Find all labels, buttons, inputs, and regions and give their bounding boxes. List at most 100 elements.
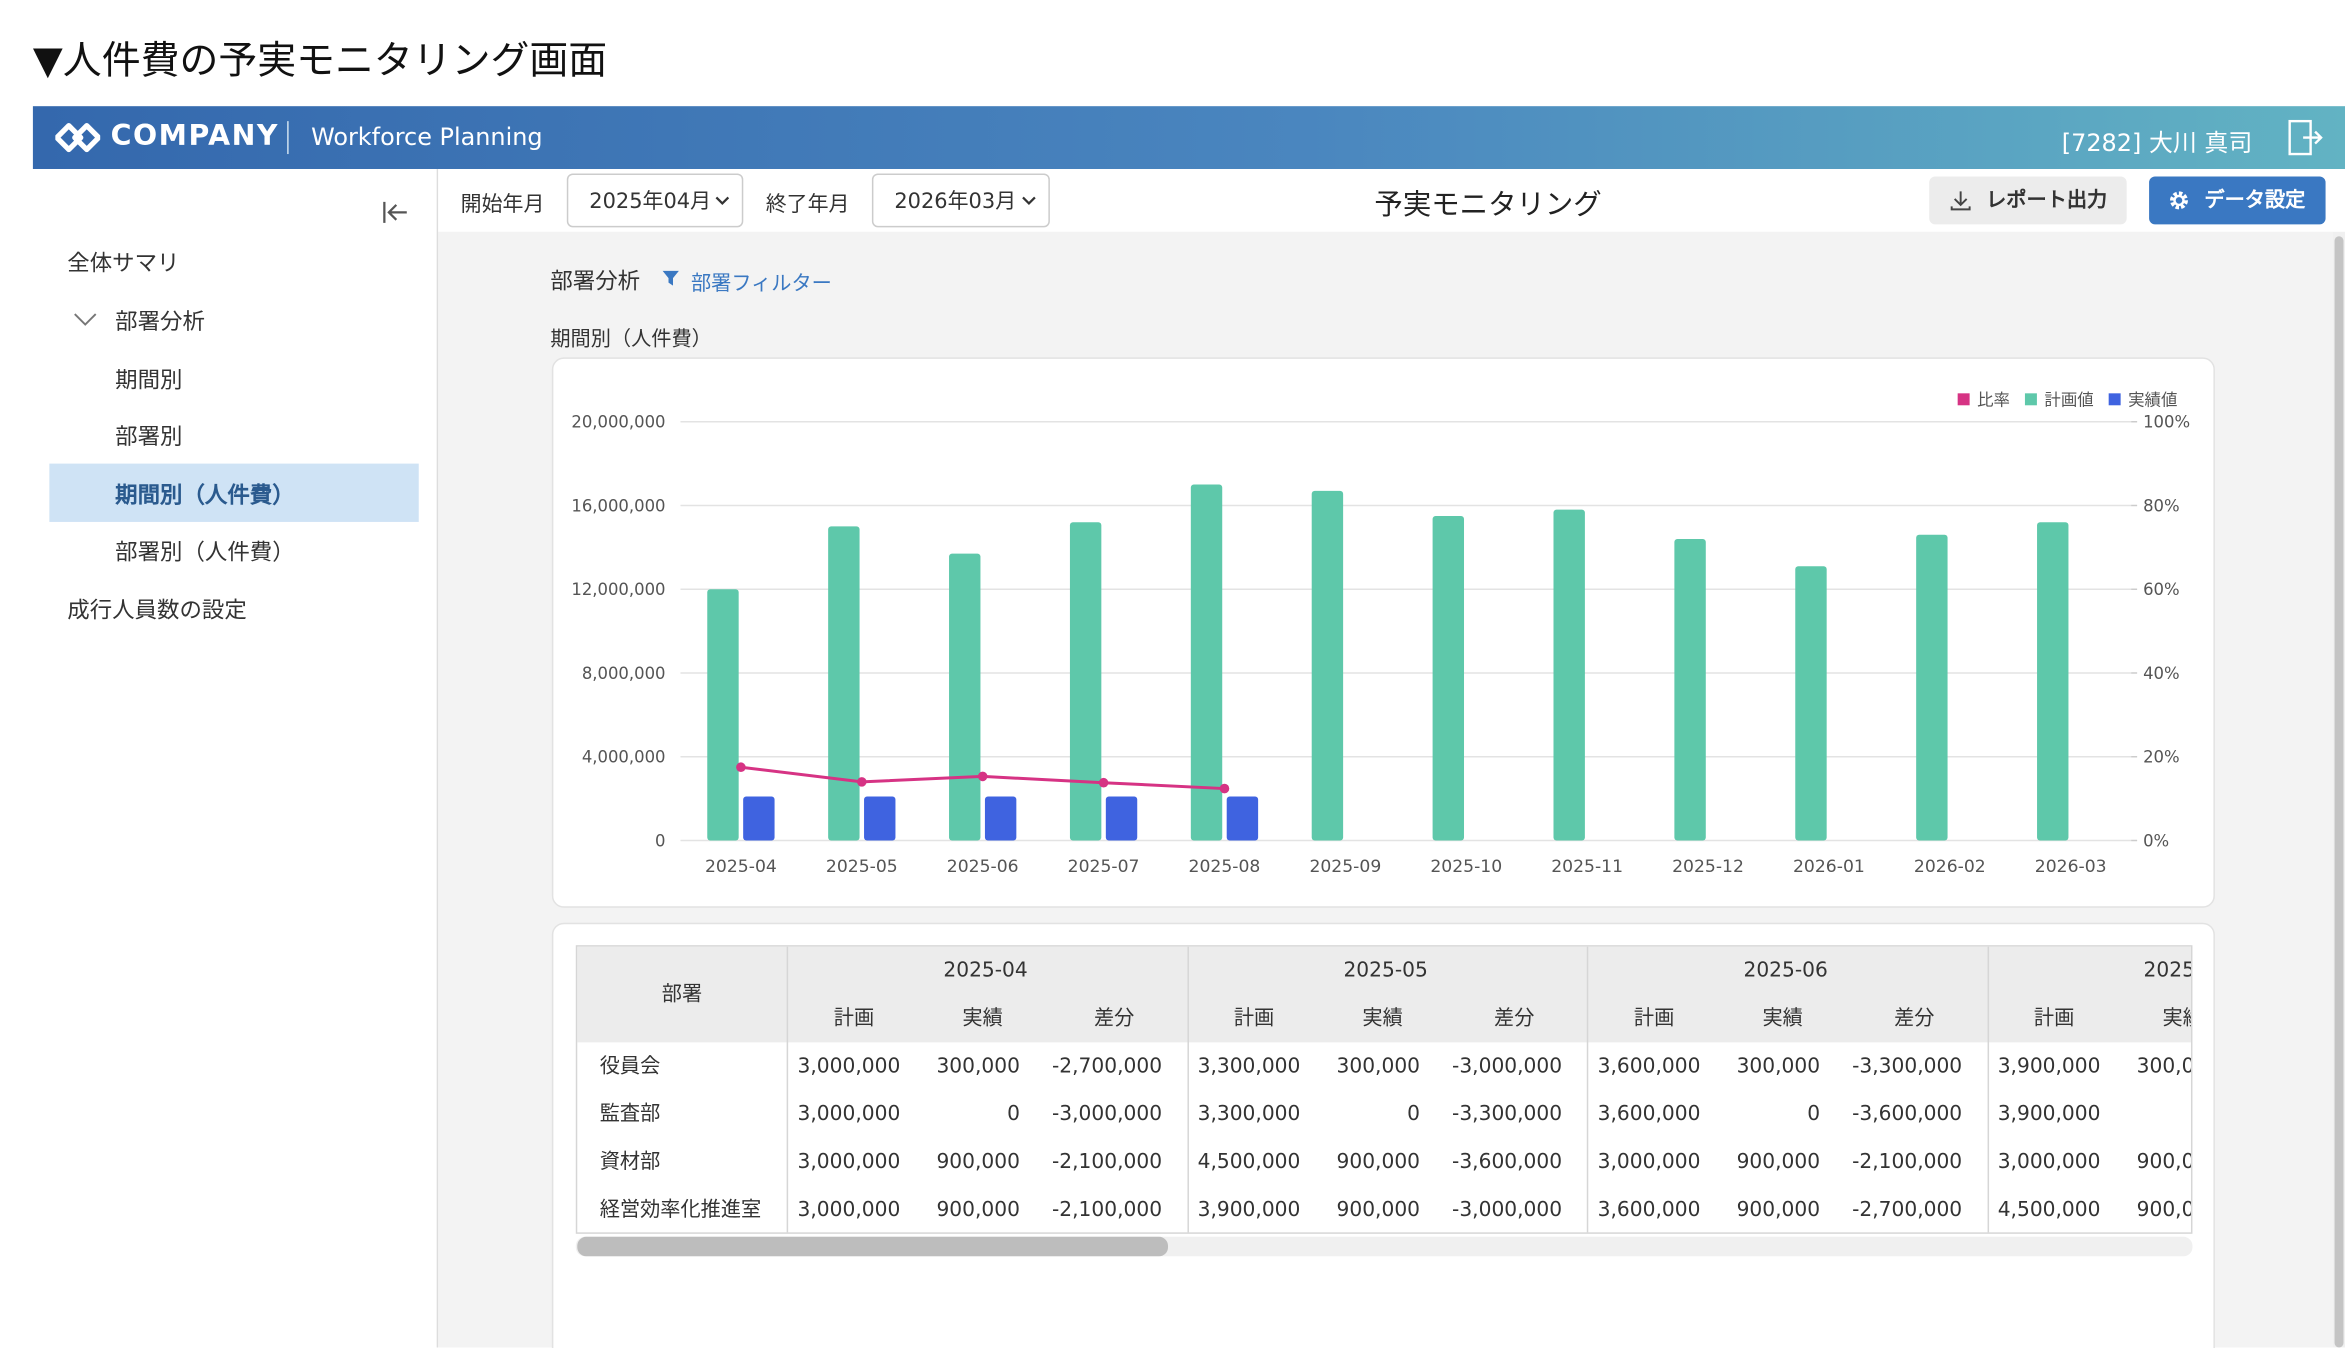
table-cell: -3,000,000	[1413, 1186, 1563, 1234]
h-scrollbar-thumb[interactable]	[577, 1237, 1168, 1256]
column-header: 実績	[2123, 995, 2193, 1043]
nav-item[interactable]: 期間別	[115, 363, 182, 394]
bar	[707, 589, 738, 840]
y-tick-label: 4,000,000	[582, 748, 666, 767]
table-cell: 900,000	[1671, 1138, 1821, 1186]
x-tick-label: 2026-01	[1793, 857, 1865, 877]
y-tick-label: 8,000,000	[582, 664, 666, 683]
screen-title: 予実モニタリング	[1374, 182, 1601, 222]
table-cell: 900,000	[1270, 1138, 1420, 1186]
legend-label: 実績値	[2128, 390, 2177, 409]
scrollbar-thumb[interactable]	[2335, 236, 2344, 1347]
x-tick-label: 2026-02	[1914, 857, 1986, 877]
button-label: データ設定	[2204, 188, 2305, 212]
settings-button[interactable]: データ設定	[2149, 176, 2325, 224]
table-cell: 0	[1671, 1090, 1821, 1138]
y2-tick-label: 20%	[2143, 748, 2180, 767]
line-point	[1099, 778, 1109, 788]
y2-tick-label: 80%	[2143, 496, 2180, 515]
table-cell: 0	[1270, 1090, 1420, 1138]
logout-icon[interactable]	[2285, 118, 2324, 157]
bar	[1553, 510, 1584, 841]
nav-item[interactable]: 部署別（人件費）	[115, 535, 294, 566]
period-header: 2025-06	[1696, 947, 1875, 995]
line-point	[857, 777, 867, 787]
table-cell: 900,000	[1270, 1186, 1420, 1234]
period-header: 2025-05	[1296, 947, 1475, 995]
gear-icon	[2169, 190, 2190, 211]
report-button[interactable]: レポート出力	[1929, 176, 2126, 224]
column-header: 計画	[1194, 995, 1314, 1043]
line-point	[1220, 784, 1230, 794]
table-cell: 900,000	[870, 1186, 1020, 1234]
nav-item[interactable]: 期間別（人件費）	[115, 479, 294, 510]
bar	[1312, 491, 1343, 841]
table-cell: 300,000	[1671, 1042, 1821, 1090]
table-cell: 900,000	[870, 1138, 1020, 1186]
y-tick-label: 16,000,000	[571, 496, 665, 515]
column-header: 差分	[1054, 995, 1174, 1043]
table-cell: 900,000	[1671, 1186, 1821, 1234]
start-label: 開始年月	[461, 188, 545, 218]
logo-icon	[55, 123, 100, 153]
filter-icon	[663, 271, 679, 286]
x-tick-label: 2025-04	[705, 857, 777, 877]
legend-label: 比率	[1977, 390, 2010, 409]
toolbar: 開始年月 2025年04月 終了年月 2026年03月 予実モニタリング レポー…	[438, 169, 2345, 232]
table-cell: -3,600,000	[1413, 1138, 1563, 1186]
bar	[828, 526, 859, 840]
nav-item[interactable]: 全体サマリ	[67, 247, 179, 278]
filter-link[interactable]: 部署フィルター	[691, 266, 832, 296]
table-cell: -3,000,000	[1413, 1042, 1563, 1090]
start-select[interactable]: 2025年04月	[567, 173, 743, 227]
nav-item[interactable]: 部署分析	[115, 305, 205, 336]
column-header: 計画	[1594, 995, 1714, 1043]
table-cell: 300,000	[1270, 1042, 1420, 1090]
table-cell: -2,100,000	[1012, 1186, 1162, 1234]
nav-item[interactable]: 部署別	[115, 420, 182, 451]
column-header: 計画	[1994, 995, 2114, 1043]
chevron	[715, 196, 730, 206]
nav-item[interactable]: 成行人員数の設定	[67, 594, 246, 625]
bar	[985, 797, 1016, 841]
select-value: 2025年04月	[589, 190, 711, 214]
line-point	[736, 762, 746, 772]
table-cell: 0	[870, 1090, 1020, 1138]
table-cell: -2,100,000	[1012, 1138, 1162, 1186]
bar	[1916, 535, 1947, 841]
row-label: 監査部	[600, 1090, 661, 1138]
bar	[1106, 797, 1137, 841]
legend-swatch	[1958, 393, 1970, 405]
table-cell: -2,700,000	[1813, 1186, 1963, 1234]
end-select[interactable]: 2026年03月	[872, 173, 1050, 227]
page-title: ▼人件費の予実モニタリング画面	[33, 30, 607, 85]
user-name[interactable]: [7282] 大川 真司	[2062, 123, 2253, 159]
x-tick-label: 2025-12	[1672, 857, 1744, 877]
table-cell: 0	[2071, 1090, 2193, 1138]
table-cell: -2,700,000	[1012, 1042, 1162, 1090]
chart-heading: 期間別（人件費）	[550, 322, 712, 352]
table-cell: -3,000,000	[1012, 1090, 1162, 1138]
x-tick-label: 2025-09	[1309, 857, 1381, 877]
table-cell: -3,300,000	[1813, 1042, 1963, 1090]
app-header: COMPANY Workforce Planning [7282] 大川 真司	[33, 106, 2345, 169]
bar	[2037, 522, 2068, 840]
download-icon	[1950, 190, 1971, 211]
bar	[949, 554, 980, 841]
select-value: 2026年03月	[894, 190, 1016, 214]
legend-label: 計画値	[2044, 390, 2093, 409]
line-point	[978, 772, 988, 782]
table-cell: 300,000	[2071, 1042, 2193, 1090]
collapse-icon[interactable]	[381, 199, 411, 226]
y2-tick-label: 0%	[2143, 831, 2169, 850]
table-cell: 300,000	[870, 1042, 1020, 1090]
sidebar: 全体サマリ 部署分析 期間別 部署別 期間別（人件費） 部署別（人件費） 成行人…	[33, 169, 438, 1347]
bar	[1433, 516, 1464, 841]
x-tick-label: 2025-06	[947, 857, 1019, 877]
y-tick-label: 0	[655, 831, 665, 850]
product-name: Workforce Planning	[311, 123, 543, 151]
table-cell: 900,000	[2071, 1138, 2193, 1186]
bar	[1070, 522, 1101, 840]
x-tick-label: 2025-10	[1430, 857, 1502, 877]
